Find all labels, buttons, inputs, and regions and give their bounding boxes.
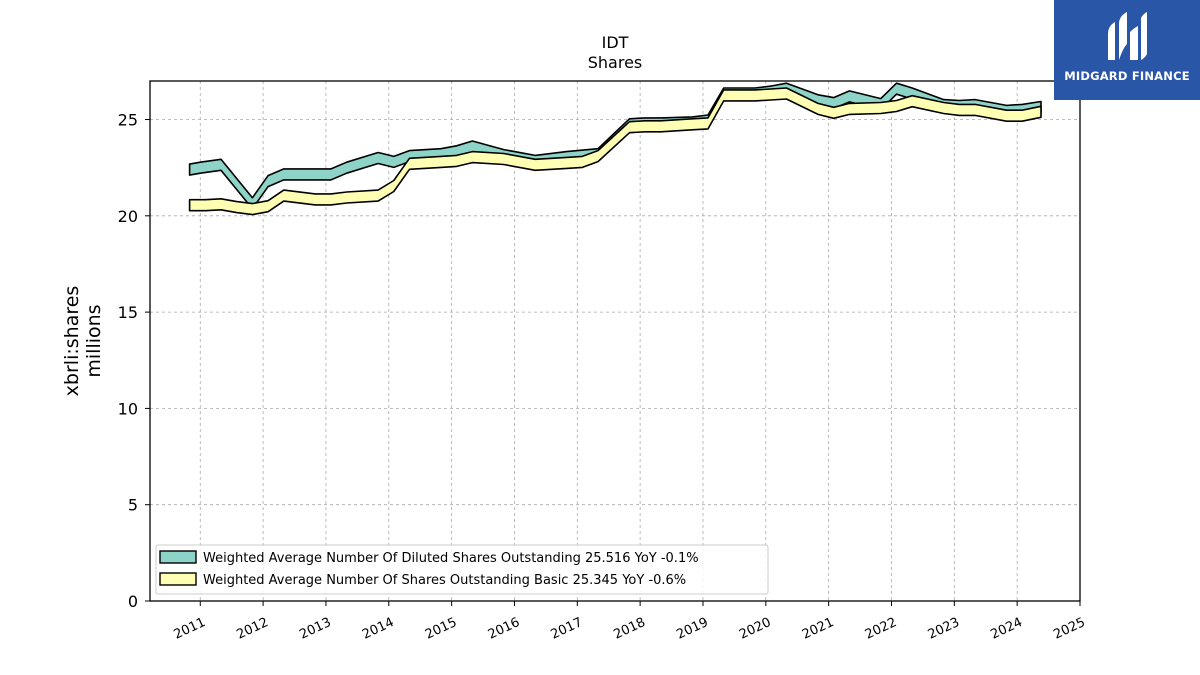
- midgard-finance-logo: MIDGARD FINANCE: [1054, 0, 1200, 100]
- series-layer: [188, 82, 1042, 216]
- legend: Weighted Average Number Of Diluted Share…: [155, 544, 769, 595]
- series-1: [188, 87, 1042, 216]
- x-tick-label: 2024: [989, 615, 1025, 643]
- y-axis-label-line1: xbrli:shares: [61, 286, 83, 397]
- legend-label-basic: Weighted Average Number Of Shares Outsta…: [203, 573, 686, 588]
- x-tick-label: 2023: [926, 615, 962, 643]
- y-tick-label: 20: [118, 207, 138, 226]
- x-tick-label: 2019: [674, 615, 710, 643]
- y-tick-label: 0: [128, 592, 138, 611]
- legend-label-diluted: Weighted Average Number Of Diluted Share…: [203, 551, 699, 566]
- y-tick-label: 25: [118, 111, 138, 130]
- x-tick-label: 2018: [611, 615, 647, 643]
- x-tick-label: 2014: [360, 615, 396, 643]
- y-tick-label: 15: [118, 303, 138, 322]
- legend-swatch-diluted: [159, 550, 197, 564]
- x-tick-label: 2016: [486, 615, 522, 643]
- y-axis-label-line2: millions: [83, 304, 105, 377]
- chart-title: IDT: [602, 33, 629, 52]
- x-tick-label: 2015: [423, 615, 459, 643]
- legend-box: [155, 544, 769, 595]
- x-tick-label: 2012: [234, 615, 270, 643]
- x-tick-label: 2021: [800, 615, 836, 643]
- plot-frame: [149, 80, 1081, 602]
- y-tick-label: 10: [118, 399, 138, 418]
- series-line-1: [188, 87, 1042, 216]
- y-tick-label: 5: [128, 496, 138, 515]
- logo-mark-icon: [1108, 12, 1147, 60]
- x-tick-label: 2011: [172, 615, 208, 643]
- grid-lines: [150, 81, 1080, 601]
- x-tick-label: 2025: [1051, 615, 1087, 643]
- chart-subtitle: Shares: [588, 53, 643, 72]
- x-tick-label: 2013: [297, 615, 333, 643]
- x-tick-label: 2022: [863, 615, 899, 643]
- x-axis-ticks: 2011 2012 2013 2014 2015 2016 2017 2018 2019 2020…: [172, 601, 1088, 643]
- x-tick-label: 2017: [549, 615, 585, 643]
- logo-text: MIDGARD FINANCE: [1064, 69, 1190, 83]
- y-axis-ticks: 0 5 10 15 20 25: [118, 111, 150, 611]
- legend-swatch-basic: [159, 572, 197, 586]
- x-tick-label: 2020: [737, 615, 773, 643]
